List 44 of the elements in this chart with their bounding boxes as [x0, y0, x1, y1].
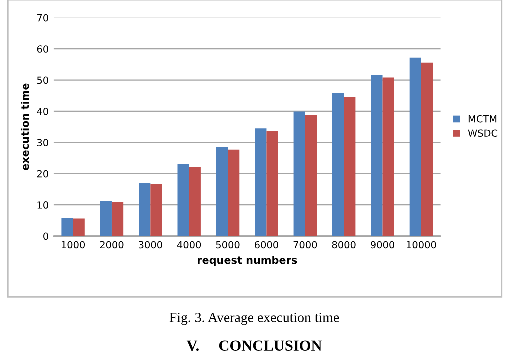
- x-tick-label: 7000: [294, 241, 318, 249]
- x-tick-label: 6000: [255, 241, 278, 249]
- legend-label: WSDC: [468, 130, 498, 138]
- x-tick-label: 1000: [62, 241, 86, 249]
- x-tick-label: 3000: [139, 241, 162, 249]
- bar: [189, 167, 201, 236]
- bar: [382, 78, 394, 236]
- y-tick-label: 70: [38, 14, 48, 22]
- bar: [228, 150, 240, 236]
- bar: [73, 218, 85, 236]
- text: V. CONCLUSION: [186, 340, 322, 352]
- bar: [150, 184, 162, 236]
- x-tick-label: 4000: [177, 241, 202, 249]
- x-axis-title: request numbers: [198, 256, 298, 266]
- bar: [139, 183, 151, 236]
- x-tick-label: 8000: [332, 241, 356, 249]
- bar: [112, 202, 124, 236]
- bar: [371, 74, 383, 236]
- caption: Fig. 3. Average execution time: [170, 313, 340, 326]
- x-tick-label: 9000: [371, 241, 394, 249]
- bar: [410, 58, 422, 236]
- y-axis-title: execution time: [21, 84, 30, 170]
- legend-label: MCTM: [468, 115, 497, 123]
- bar: [100, 201, 112, 236]
- y-tick-label: 10: [38, 202, 48, 209]
- bar: [344, 97, 356, 236]
- bar: [178, 164, 190, 236]
- x-tick-label: 2000: [100, 241, 124, 249]
- y-tick-label: 0: [44, 232, 48, 240]
- y-tick-label: 40: [37, 108, 48, 116]
- y-tick-label: 20: [37, 170, 48, 178]
- y-tick-label: 60: [37, 46, 48, 53]
- bar: [421, 62, 434, 236]
- x-tick-label: 10000: [407, 241, 436, 249]
- bar: [216, 147, 228, 236]
- bar: [62, 218, 74, 236]
- y-tick-label: 30: [37, 139, 48, 147]
- bar: [305, 115, 318, 236]
- bar: [294, 112, 306, 236]
- bar: [332, 93, 344, 236]
- bar: [266, 131, 278, 236]
- bar: [255, 128, 267, 236]
- x-tick-label: 5000: [216, 241, 240, 249]
- y-tick-label: 50: [37, 76, 48, 84]
